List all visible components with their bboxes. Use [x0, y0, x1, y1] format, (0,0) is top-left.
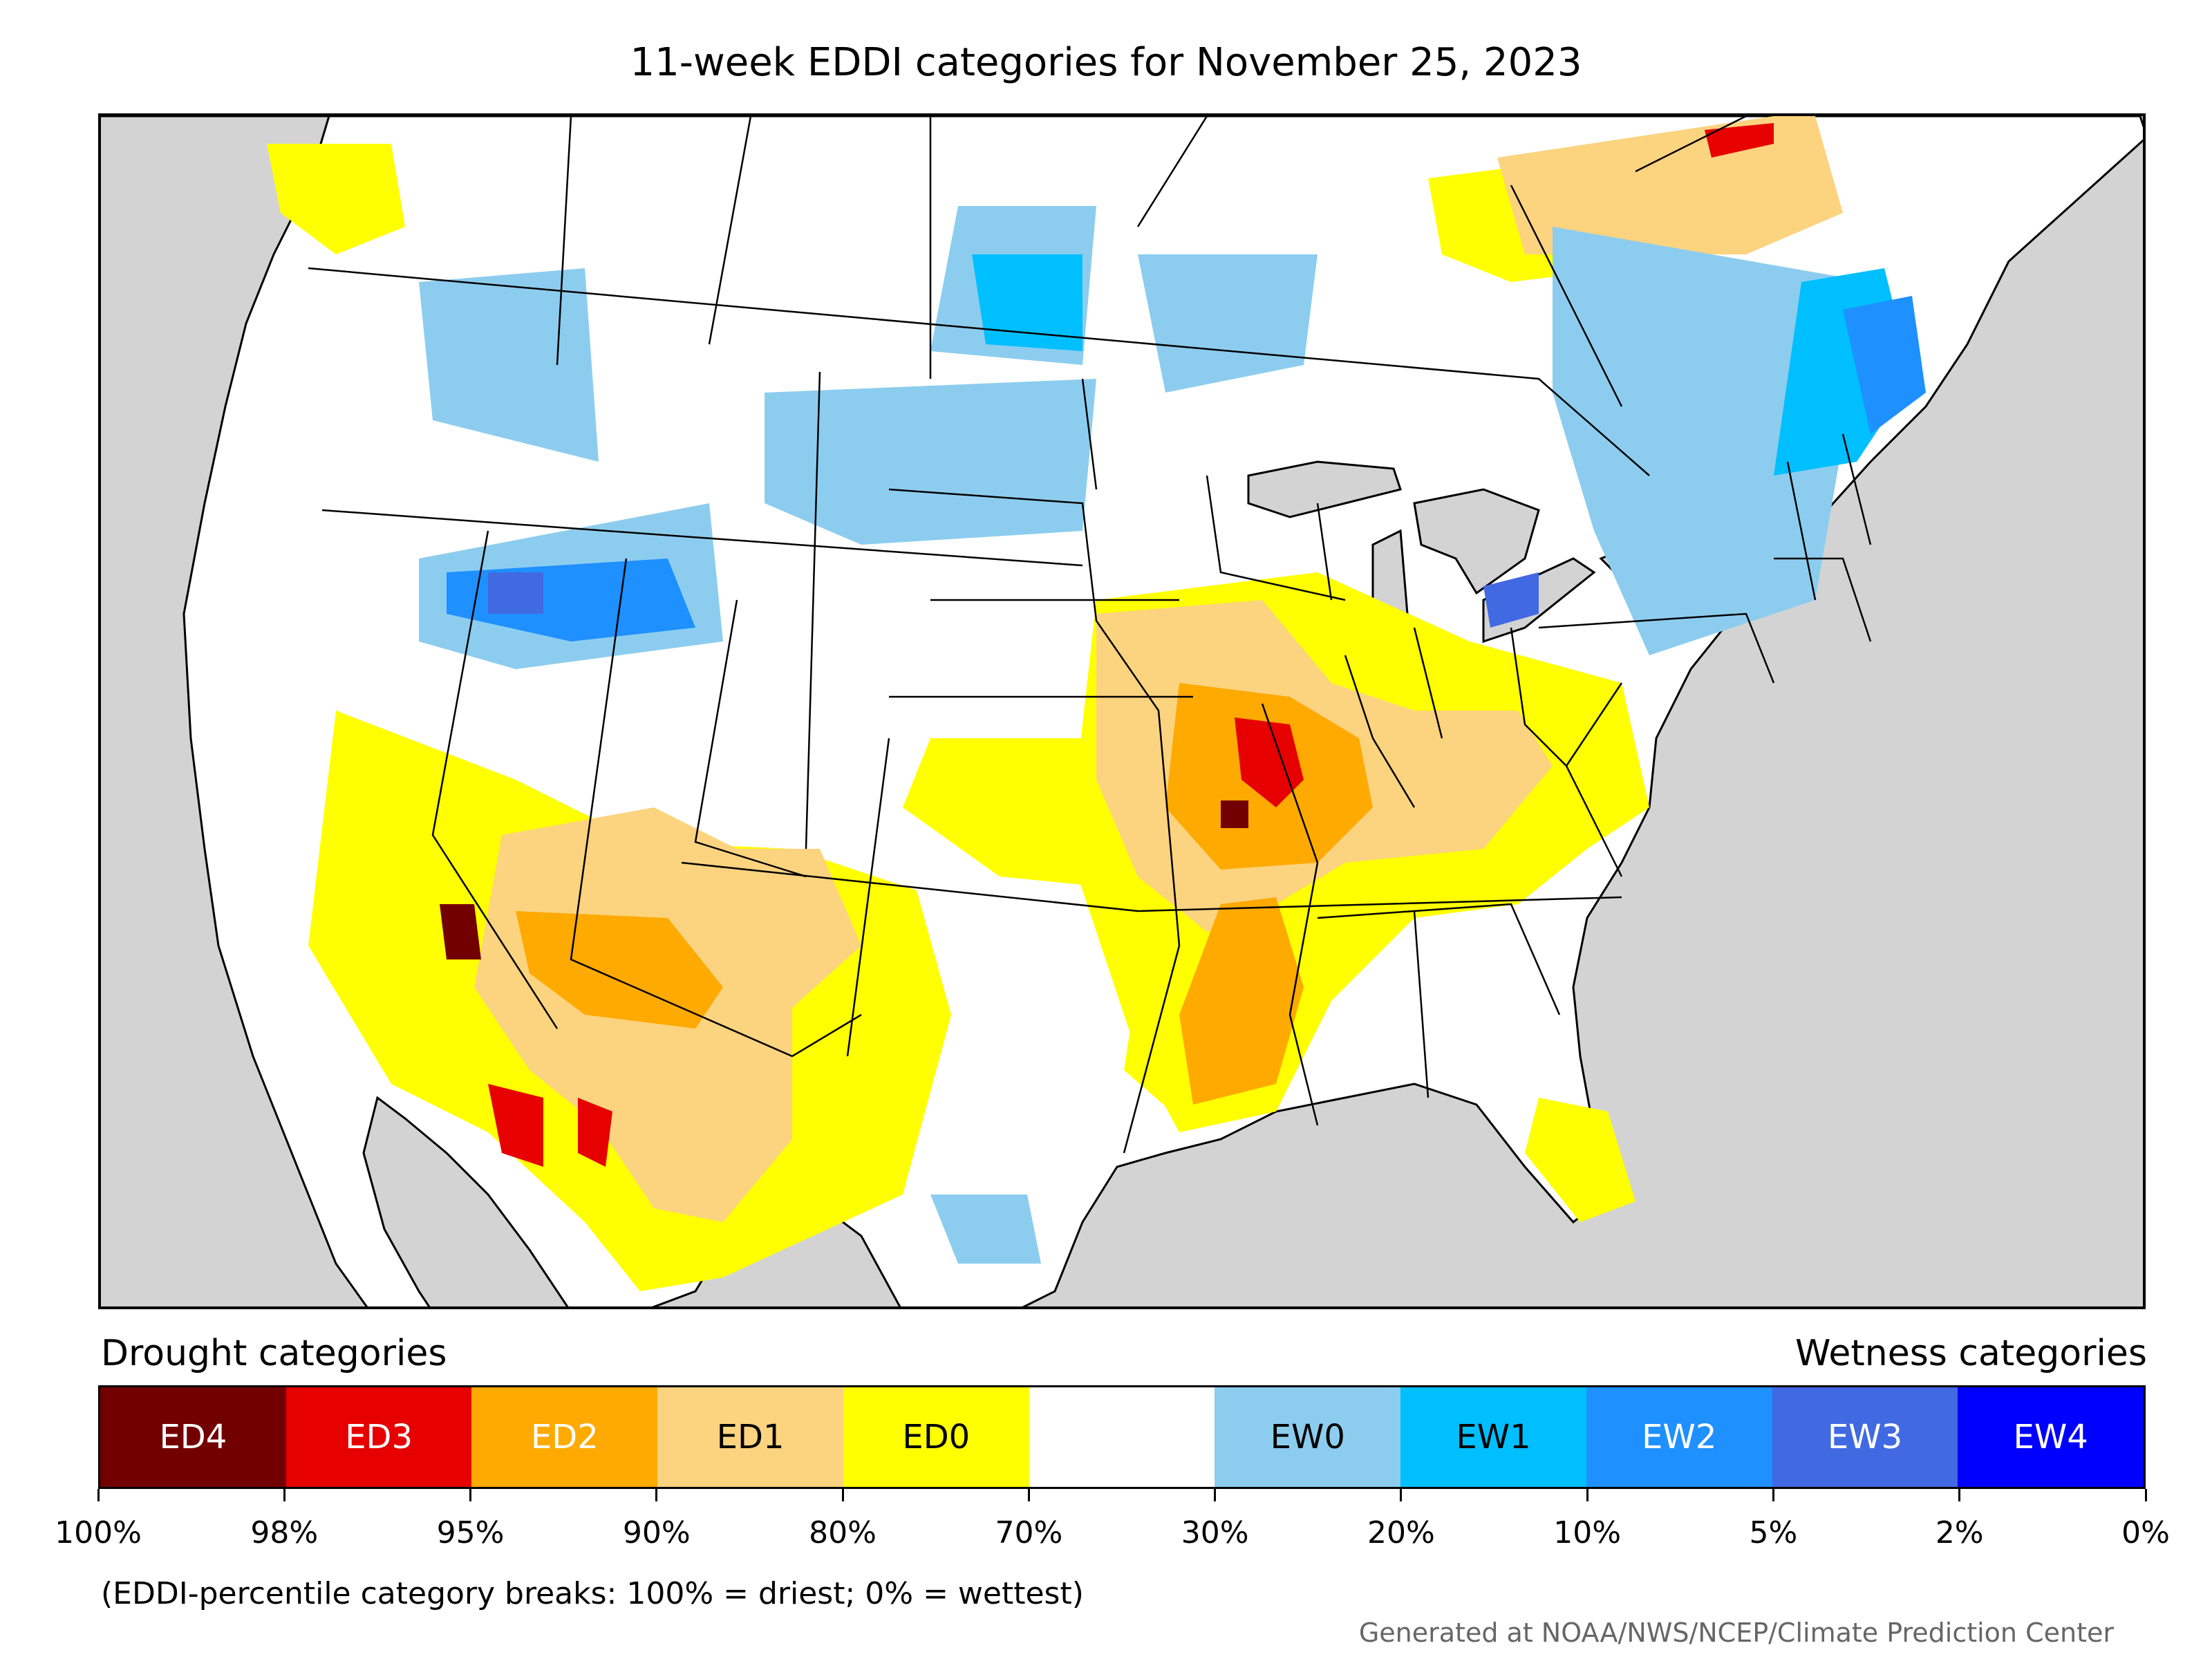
ew3-ohio — [1483, 572, 1539, 628]
ed2-lower-mississippi — [1179, 897, 1304, 1105]
break-tick — [469, 1489, 472, 1501]
break-label: 10% — [1553, 1515, 1622, 1550]
ed2-southwest — [516, 911, 723, 1029]
ew0-texas — [930, 1194, 1041, 1264]
break-tick — [1772, 1489, 1774, 1501]
ed1-northeast-canada — [1497, 116, 1843, 254]
ew0-upper-midwest — [1138, 254, 1318, 393]
legend-swatch-ed4: ED4 — [100, 1387, 286, 1487]
drought-categories-heading: Drought categories — [101, 1333, 447, 1374]
ew0-northeast — [1553, 227, 1871, 655]
break-tick — [283, 1489, 285, 1501]
wetness-categories-heading: Wetness categories — [1795, 1333, 2147, 1374]
break-label: 95% — [436, 1515, 505, 1550]
legend-swatch-normal — [1029, 1387, 1215, 1487]
break-tick — [97, 1489, 100, 1501]
break-label: 80% — [809, 1515, 877, 1550]
ed3-baja — [488, 1084, 543, 1167]
break-tick — [1958, 1489, 1961, 1501]
ew0-northern-plains — [765, 379, 1096, 545]
break-tick — [1400, 1489, 1403, 1501]
break-label: 5% — [1749, 1515, 1798, 1550]
break-tick — [1027, 1489, 1030, 1501]
break-label: 2% — [1935, 1515, 1984, 1550]
break-tick — [1214, 1489, 1217, 1501]
map-title: 11-week EDDI categories for November 25,… — [630, 40, 1582, 85]
legend-swatch-ed2: ED2 — [471, 1387, 658, 1487]
break-tick — [1586, 1489, 1588, 1501]
ew2-northeast — [1843, 296, 1926, 434]
legend-swatch-ew2: EW2 — [1586, 1387, 1772, 1487]
legend-swatch-ew0: EW0 — [1215, 1387, 1401, 1487]
break-tick — [2144, 1489, 2147, 1501]
drought-areas — [267, 116, 1843, 1291]
legend-swatch-ed0: ED0 — [843, 1387, 1029, 1487]
map-canvas — [101, 116, 2143, 1306]
ed0-florida — [1525, 1098, 1635, 1222]
legend-swatch-ew3: EW3 — [1772, 1387, 1958, 1487]
break-label: 98% — [250, 1515, 319, 1550]
break-tick — [841, 1489, 844, 1501]
break-label: 90% — [622, 1515, 691, 1550]
ew0-northwest — [419, 268, 599, 462]
break-label: 70% — [995, 1515, 1063, 1550]
ew3-nevada — [488, 572, 543, 614]
legend-swatch-ed3: ED3 — [285, 1387, 472, 1487]
legend-swatch-ew1: EW1 — [1400, 1387, 1586, 1487]
ed3-canada — [1705, 123, 1774, 158]
break-label: 100% — [55, 1515, 142, 1550]
ew1-montana — [972, 254, 1082, 351]
break-label: 30% — [1181, 1515, 1249, 1550]
ed3-sonora — [578, 1098, 612, 1167]
ed0-northwest — [267, 144, 405, 254]
ed4-california — [440, 904, 481, 959]
category-colorbar: ED4 ED3 ED2 ED1 ED0 EW0 EW1 EW2 EW3 EW4 — [98, 1385, 2146, 1489]
category-breaks-note: (EDDI-percentile category breaks: 100% =… — [101, 1576, 1084, 1611]
legend-swatch-ew4: EW4 — [1958, 1387, 2144, 1487]
wetness-areas — [419, 206, 1926, 1264]
eddi-map — [98, 113, 2146, 1309]
ed3-missouri — [1235, 718, 1304, 807]
break-label: 20% — [1367, 1515, 1435, 1550]
legend-swatch-ed1: ED1 — [657, 1387, 843, 1487]
break-label: 0% — [2121, 1515, 2170, 1550]
break-tick — [655, 1489, 658, 1501]
ed4-missouri — [1221, 800, 1248, 828]
state-borders — [308, 116, 1872, 1154]
credit-line: Generated at NOAA/NWS/NCEP/Climate Predi… — [1358, 1618, 2114, 1648]
